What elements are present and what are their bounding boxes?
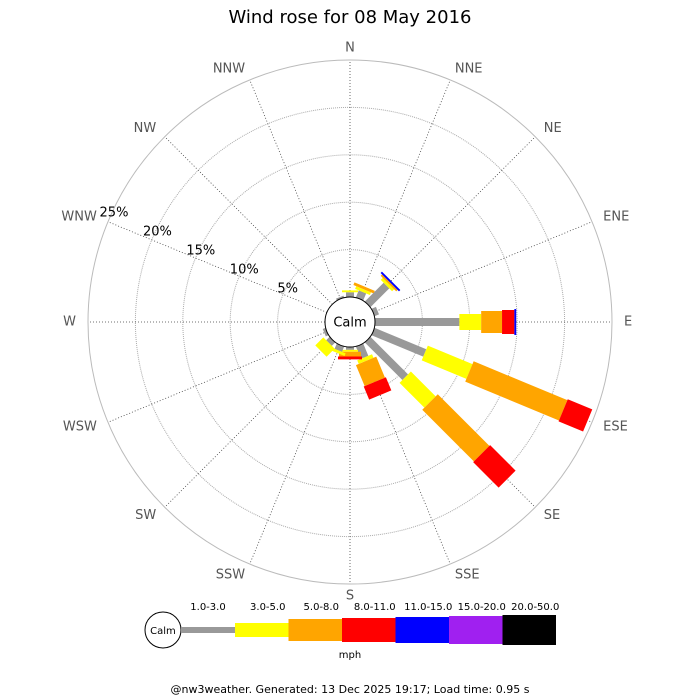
petal-segment [355,356,385,387]
petal-segment [346,347,354,350]
petal-segment [473,445,516,488]
legend-swatch [342,618,396,642]
petal-segment [355,343,369,359]
spoke [164,339,333,508]
legend-swatch [502,615,556,645]
calm-label: Calm [333,316,366,331]
ring-label: 25% [100,205,129,220]
direction-label: SE [544,508,560,523]
spoke [359,79,451,300]
spoke [107,331,328,423]
direction-label: NW [134,121,157,136]
petal-segment [336,295,345,301]
petal-segment [357,354,374,364]
petal-segment [375,318,460,326]
ring-label: 5% [277,281,298,296]
petal-segment [421,345,473,379]
petal-segment [364,282,390,308]
legend-label: 8.0-11.0 [354,602,396,613]
spoke [249,344,341,565]
direction-label: WNW [61,210,97,225]
petal-segment [363,377,392,400]
petal-segment [558,399,593,432]
direction-label: N [345,41,355,56]
spoke [107,221,328,313]
direction-label: W [63,315,76,330]
chart-title: Wind rose for 08 May 2016 [229,7,472,28]
calm-circle [324,296,376,348]
legend-swatch [449,616,503,644]
grid-ring [87,59,613,585]
spoke [367,136,536,305]
direction-label: NE [544,121,562,136]
petal-segment [371,327,427,357]
ring-label: 20% [143,224,172,239]
petal-segment [315,337,335,357]
legend-swatch [288,619,342,641]
direction-label: S [346,589,354,604]
legend-swatch [181,627,235,633]
spoke [164,136,333,305]
direction-label: E [624,315,632,330]
petal-segment [380,277,395,292]
legend-label: 15.0-20.0 [458,602,506,613]
petal-segment [371,306,380,317]
petal-segment [355,286,371,295]
petal-segment [353,282,375,294]
petal-segment [364,336,409,381]
petal-segment [380,271,401,292]
direction-label: ENE [603,210,629,225]
spoke [249,79,341,300]
petal-segment [422,394,490,462]
legend-label: 3.0-5.0 [250,602,285,613]
direction-label: NNE [455,61,483,76]
petal-segment [346,292,354,297]
grid-ring [182,154,518,490]
petal-segment [459,314,482,330]
direction-label: SSW [216,568,246,583]
legend-label: 20.0-50.0 [511,602,559,613]
direction-label: ESE [603,419,628,434]
petal-segment [342,290,358,293]
direction-label: WSW [63,419,97,434]
ring-label: 15% [186,243,215,258]
direction-label: SSE [455,568,480,583]
petal-segment [338,356,362,360]
petal-segment [326,336,336,346]
legend-label: 11.0-15.0 [404,602,452,613]
legend-label: 1.0-3.0 [190,602,225,613]
spoke [372,221,593,313]
legend-swatch [235,623,289,637]
ring-label: 10% [230,262,259,277]
petal-segment [322,327,329,337]
petal-segment [514,309,517,335]
petal-segment [465,361,568,421]
unit-label: mph [339,650,361,661]
direction-label: SW [135,508,156,523]
petal-segment [481,311,503,333]
legend-label: 5.0-8.0 [304,602,339,613]
direction-label: NNW [213,61,245,76]
legend-calm-label: Calm [150,626,176,637]
legend-swatch [395,617,449,643]
footer: @nw3weather. Generated: 13 Dec 2025 19:1… [171,683,530,696]
petal-segment [399,371,436,408]
petal-segment [342,349,358,352]
petal-segment [355,290,367,301]
petal-segment [380,274,398,292]
petal-segment [502,310,515,334]
